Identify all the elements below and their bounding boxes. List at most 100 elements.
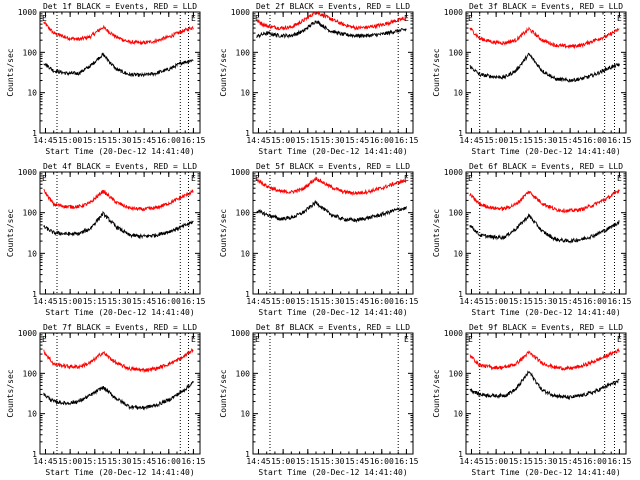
y-tick-label: 1 bbox=[458, 290, 463, 299]
corner-mark-right: E bbox=[404, 174, 409, 183]
corner-mark-right: E bbox=[191, 14, 196, 23]
y-tick-label: 100 bbox=[23, 48, 38, 57]
chart-panel-4: Det 4f BLACK = Events, RED = LLD 1 10 100 10… bbox=[6, 162, 206, 317]
y-tick-label: 100 bbox=[449, 209, 464, 218]
series-line-events bbox=[256, 199, 407, 224]
x-tick-label: 15:45 bbox=[558, 297, 582, 306]
corner-mark-right: E bbox=[191, 335, 196, 344]
x-tick-label: 14:45 bbox=[246, 136, 270, 145]
y-tick-label: 10 bbox=[240, 249, 250, 258]
x-tick-label: 14:45 bbox=[33, 136, 57, 145]
x-tick-label: 15:30 bbox=[320, 297, 344, 306]
y-tick-label: 10 bbox=[27, 410, 37, 419]
y-tick-label: 10 bbox=[240, 410, 250, 419]
x-tick-label: 15:45 bbox=[345, 457, 369, 466]
y-tick-label: 100 bbox=[23, 369, 38, 378]
series-line-lld bbox=[256, 10, 407, 31]
series-line-lld bbox=[43, 188, 194, 212]
corner-mark-left: E bbox=[468, 335, 473, 344]
x-tick-label: 15:45 bbox=[132, 136, 156, 145]
plot-frame bbox=[39, 171, 201, 295]
y-tick-label: 1 bbox=[245, 290, 250, 299]
x-tick-label: 15:45 bbox=[345, 297, 369, 306]
chart-title: Det 7f BLACK = Events, RED = LLD bbox=[43, 323, 197, 332]
plot-frame bbox=[465, 332, 627, 455]
chart-title: Det 1f BLACK = Events, RED = LLD bbox=[43, 2, 197, 11]
x-tick-label: 15:45 bbox=[132, 297, 156, 306]
y-tick-label: 1 bbox=[245, 450, 250, 459]
x-tick-label: 15:30 bbox=[107, 457, 131, 466]
y-tick-label: 10 bbox=[27, 249, 37, 258]
corner-mark-right: E bbox=[404, 335, 409, 344]
y-axis-label: Counts/sec bbox=[432, 209, 441, 257]
x-tick-label: 16:15 bbox=[181, 136, 205, 145]
y-tick-label: 10 bbox=[453, 249, 463, 258]
x-tick-label: 15:45 bbox=[558, 457, 582, 466]
x-tick-label: 14:45 bbox=[33, 457, 57, 466]
x-tick-label: 15:30 bbox=[320, 457, 344, 466]
x-tick-label: 15:30 bbox=[107, 136, 131, 145]
y-tick-label: 1000 bbox=[231, 329, 250, 338]
y-axis-label: Counts/sec bbox=[6, 48, 15, 96]
x-tick-label: 16:00 bbox=[157, 136, 181, 145]
series-line-events bbox=[43, 380, 194, 411]
y-axis-label: Counts/sec bbox=[219, 209, 228, 257]
chart-panel-3: Det 3f BLACK = Events, RED = LLD 1 10 100 10… bbox=[432, 2, 632, 156]
x-tick-label: 16:00 bbox=[370, 136, 394, 145]
y-tick-label: 1000 bbox=[444, 329, 463, 338]
y-tick-label: 100 bbox=[236, 369, 251, 378]
y-tick-label: 1 bbox=[245, 129, 250, 138]
chart-title: Det 5f BLACK = Events, RED = LLD bbox=[256, 162, 410, 171]
chart-title: Det 9f BLACK = Events, RED = LLD bbox=[469, 323, 623, 332]
plot-frame bbox=[465, 11, 627, 134]
corner-mark-left: E bbox=[468, 14, 473, 23]
x-tick-label: 15:00 bbox=[484, 297, 508, 306]
x-tick-label: 15:45 bbox=[345, 136, 369, 145]
y-tick-label: 10 bbox=[27, 89, 37, 98]
x-axis-label: Start Time (20-Dec-12 14:41:40) bbox=[471, 308, 620, 317]
chart-title: Det 2f BLACK = Events, RED = LLD bbox=[256, 2, 410, 11]
chart-title: Det 6f BLACK = Events, RED = LLD bbox=[469, 162, 623, 171]
series-line-events bbox=[256, 20, 407, 39]
y-tick-label: 1000 bbox=[18, 329, 37, 338]
y-axis-label: Counts/sec bbox=[219, 369, 228, 417]
y-tick-label: 100 bbox=[236, 48, 251, 57]
series-line-events bbox=[43, 52, 194, 78]
chart-title: Det 4f BLACK = Events, RED = LLD bbox=[43, 162, 197, 171]
series-line-lld bbox=[469, 26, 620, 50]
x-axis-label: Start Time (20-Dec-12 14:41:40) bbox=[471, 468, 620, 477]
y-tick-label: 1000 bbox=[18, 8, 37, 17]
x-tick-label: 15:00 bbox=[271, 136, 295, 145]
x-tick-label: 16:15 bbox=[394, 457, 418, 466]
series-line-lld bbox=[43, 348, 194, 374]
x-tick-label: 15:15 bbox=[296, 136, 320, 145]
corner-mark-right: E bbox=[617, 335, 622, 344]
corner-mark-left: E bbox=[255, 335, 260, 344]
corner-mark-left: E bbox=[42, 335, 47, 344]
y-tick-label: 100 bbox=[23, 209, 38, 218]
x-tick-label: 14:45 bbox=[33, 297, 57, 306]
x-tick-label: 16:00 bbox=[157, 457, 181, 466]
y-axis-label: Counts/sec bbox=[6, 209, 15, 257]
y-tick-label: 1000 bbox=[18, 168, 37, 177]
y-tick-label: 1 bbox=[458, 450, 463, 459]
series-line-events bbox=[469, 213, 620, 244]
y-tick-label: 1000 bbox=[444, 168, 463, 177]
x-tick-label: 15:15 bbox=[83, 457, 107, 466]
x-tick-label: 15:00 bbox=[58, 297, 82, 306]
series-line-events bbox=[43, 210, 194, 240]
x-tick-label: 15:00 bbox=[58, 457, 82, 466]
x-tick-label: 16:00 bbox=[583, 457, 607, 466]
x-tick-label: 15:45 bbox=[132, 457, 156, 466]
chart-panel-1: Det 1f BLACK = Events, RED = LLD 1 10 100 10… bbox=[6, 2, 206, 156]
plot-frame bbox=[252, 11, 414, 134]
x-tick-label: 14:45 bbox=[459, 136, 483, 145]
corner-mark-right: E bbox=[617, 14, 622, 23]
corner-mark-left: E bbox=[42, 14, 47, 23]
x-tick-label: 14:45 bbox=[459, 457, 483, 466]
y-tick-label: 100 bbox=[449, 369, 464, 378]
x-tick-label: 16:15 bbox=[181, 457, 205, 466]
x-tick-label: 15:00 bbox=[484, 457, 508, 466]
x-tick-label: 15:15 bbox=[509, 297, 533, 306]
y-axis-label: Counts/sec bbox=[219, 48, 228, 96]
